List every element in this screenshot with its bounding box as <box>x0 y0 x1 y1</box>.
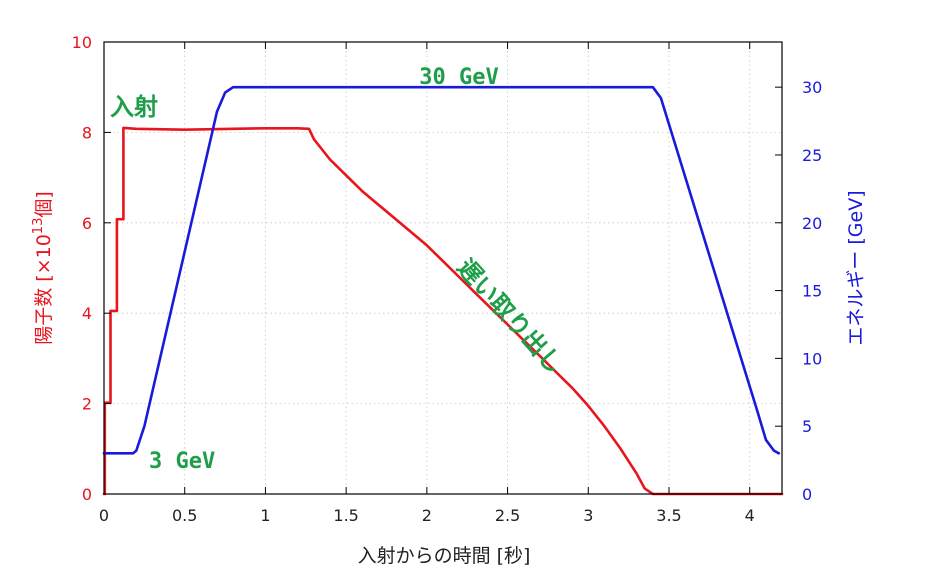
left-tick-label: 10 <box>72 33 92 52</box>
x-tick-label: 1.5 <box>333 506 358 525</box>
right-tick-label: 25 <box>802 146 822 165</box>
right-tick-label: 30 <box>802 78 822 97</box>
plot-frame <box>103 41 783 495</box>
left-axis-title-suffix: 個] <box>33 191 55 217</box>
annotation-3gev: 3 GeV <box>149 449 215 474</box>
x-tick-label: 2.5 <box>495 506 520 525</box>
series-line-energy <box>102 85 781 455</box>
left-tick-label: 6 <box>82 214 92 233</box>
annotation-injection: 入射 <box>110 93 158 121</box>
right-axis-ticks: 0 5 10 15 20 25 30 <box>775 78 822 504</box>
x-tick-label: 3.5 <box>656 506 681 525</box>
left-axis-title: 陽子数 [×1013個] <box>31 191 55 345</box>
x-tick-label: 3 <box>583 506 593 525</box>
left-tick-label: 4 <box>82 304 92 323</box>
left-axis-title-prefix: 陽子数 [×10 <box>33 234 55 345</box>
x-tick-label: 2 <box>422 506 432 525</box>
x-tick-label: 0 <box>99 506 109 525</box>
annotation-30gev: 30 GeV <box>419 65 498 90</box>
x-axis-title: 入射からの時間 [秒] <box>358 545 531 567</box>
right-tick-label: 10 <box>802 349 822 368</box>
right-tick-label: 15 <box>802 282 822 301</box>
left-tick-label: 2 <box>82 395 92 414</box>
left-axis-title-sup: 13 <box>31 218 46 235</box>
right-tick-label: 20 <box>802 214 822 233</box>
series-line-protons <box>102 126 784 496</box>
right-tick-label: 0 <box>802 485 812 504</box>
series-layer <box>102 85 784 496</box>
right-axis-title: エネルギー [GeV] <box>845 190 867 345</box>
x-axis-ticks: 0 0.5 1 1.5 2 2.5 3 3.5 4 <box>99 42 755 525</box>
left-axis-ticks: 0 2 4 6 8 10 <box>72 33 111 504</box>
x-tick-label: 0.5 <box>172 506 197 525</box>
right-tick-label: 5 <box>802 417 812 436</box>
x-tick-label: 4 <box>745 506 755 525</box>
left-tick-label: 8 <box>82 123 92 142</box>
left-tick-label: 0 <box>82 485 92 504</box>
x-tick-label: 1 <box>260 506 270 525</box>
